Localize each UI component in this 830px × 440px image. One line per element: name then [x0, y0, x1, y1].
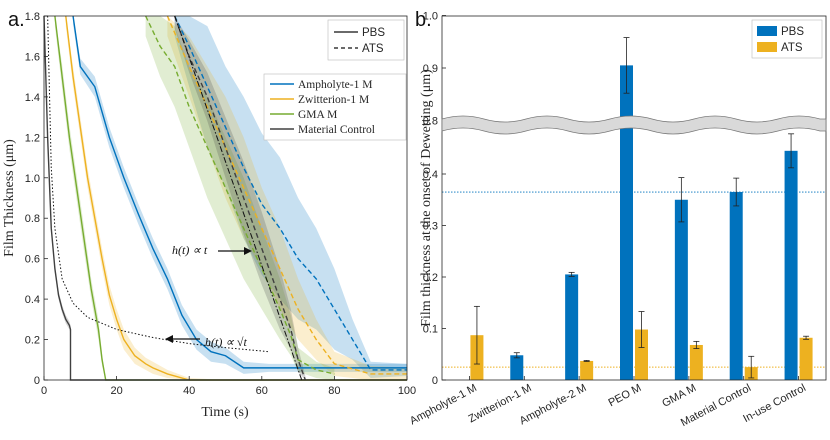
a-ytick-label-0-4: 0.4 [25, 294, 40, 306]
a-ytick-label-1-4: 1.4 [25, 92, 40, 104]
panel-a: a. 0 20 40 60 80 100 0 0.2 0.4 0.6 0.8 1.0 1.2 1.4 1.6… [2, 9, 416, 420]
bar-pbs-in-use-control [784, 150, 798, 380]
bar-pbs-material-control [729, 192, 743, 380]
bar-ats-in-use-control [799, 337, 813, 380]
bar-pbs-gma-m [674, 199, 688, 380]
a-ytick-label-1-8: 1.8 [25, 11, 40, 23]
bar-legend: PBS ATS [751, 19, 823, 59]
band-zwitterion-1-m-ats [167, 16, 407, 380]
b-xtick-label-in-use-control: In-use Control [741, 382, 808, 425]
style-legend-box [327, 19, 405, 61]
legend-zwitterion-label: Zwitterion-1 M [298, 94, 369, 106]
panel-a-label: a. [8, 9, 25, 31]
legend-pbs-label: PBS [362, 27, 385, 39]
band-gma-m-ats [145, 16, 335, 380]
legend-material-control-label: Material Control [298, 124, 375, 136]
b-ytick-label-0-1: 0.1 [423, 324, 438, 336]
a-xtick-label-20: 20 [110, 385, 122, 397]
bar-pbs-zwitterion-1-m [510, 355, 524, 380]
b-xtick-label-peo-m: PEO M [606, 382, 643, 409]
b-ytick-label-0: 0 [432, 375, 438, 387]
b-ytick-label-0-8: 0.8 [423, 116, 438, 128]
bar-legend-ats-label: ATS [781, 42, 803, 54]
bar-pbs-peo-m [620, 65, 633, 380]
bar-ats-ampholyte-2-m [580, 360, 594, 380]
legend-gma-label: GMA M [298, 109, 337, 121]
line-ampholyte-1-m-pbs [72, 15, 407, 369]
panel-a-ticks: 0 20 40 60 80 100 0 0.2 0.4 0.6 0.8 1.0 1.2 1.4 1.6 1.8 [25, 11, 416, 397]
panel-a-xlabel: Time (s) [201, 405, 249, 420]
a-ytick-label-0: 0 [34, 375, 40, 387]
legend-ats-swatch [757, 42, 777, 52]
linear-annotation: h(t) ∝ t [172, 243, 208, 257]
a-xtick-label-0: 0 [41, 385, 47, 397]
series-legend: Ampholyte-1 M Zwitterion-1 M GMA M Mater… [263, 73, 407, 141]
panel-b-ylabel: Film thickness at the onset of Dewetting… [419, 69, 434, 327]
panel-a-bands [44, 16, 407, 380]
bar-ats-peo-m [635, 329, 648, 380]
b-ytick-label-0-3: 0.3 [423, 221, 438, 233]
a-ytick-label-1-6: 1.6 [25, 51, 40, 63]
panel-b-reference-lines [442, 191, 826, 368]
sqrt-annotation: h(t) ∝ √t [205, 335, 247, 349]
legend-ampholyte-label: Ampholyte-1 M [298, 79, 372, 91]
b-ytick-label-0-4: 0.4 [423, 169, 438, 181]
b-ytick-label-0-9: 0.9 [423, 63, 438, 75]
bar-ats-gma-m [689, 344, 703, 380]
a-xtick-label-80: 80 [328, 385, 340, 397]
a-xtick-label-100: 100 [398, 385, 416, 397]
axis-break [441, 115, 827, 135]
b-xtick-label-gma-m: GMA M [660, 382, 698, 410]
panel-a-axes-box [43, 15, 408, 381]
b-ytick-label-1-0: 1.0 [423, 11, 438, 23]
legend-ats-label: ATS [362, 43, 384, 55]
bar-pbs-ampholyte-2-m [565, 274, 579, 380]
panel-b-axes-box [441, 15, 827, 381]
a-ytick-label-0-2: 0.2 [25, 335, 40, 347]
style-legend: PBS ATS [327, 19, 405, 61]
a-xtick-label-60: 60 [256, 385, 268, 397]
a-ytick-label-1-0: 1.0 [25, 173, 40, 185]
line-ampholyte-1-m-ats [174, 15, 407, 371]
line-sqrt-fit [47, 15, 270, 353]
a-ytick-label-1-2: 1.2 [25, 132, 40, 144]
a-ytick-label-0-8: 0.8 [25, 213, 40, 225]
b-ytick-label-0-2: 0.2 [423, 272, 438, 284]
b-xtick-label-ampholyte-1-m: Ampholyte-1 M [408, 382, 479, 427]
legend-pbs-swatch [757, 26, 777, 36]
a-xtick-label-40: 40 [183, 385, 195, 397]
panel-a-ylabel: Film Thickness (μm) [2, 139, 17, 257]
panel-b-bars [470, 37, 813, 380]
sqrt-annotation-arrowhead [165, 335, 173, 343]
line-material-control-ats [174, 15, 307, 381]
bar-legend-pbs-label: PBS [781, 26, 804, 38]
band-ampholyte-1-m-ats [174, 16, 407, 378]
line-linear-fit [174, 15, 303, 381]
line-gma-m-ats [145, 15, 335, 375]
a-ytick-label-0-6: 0.6 [25, 254, 40, 266]
linear-annotation-arrowhead [244, 247, 252, 255]
panel-b-label: b. [415, 9, 432, 31]
